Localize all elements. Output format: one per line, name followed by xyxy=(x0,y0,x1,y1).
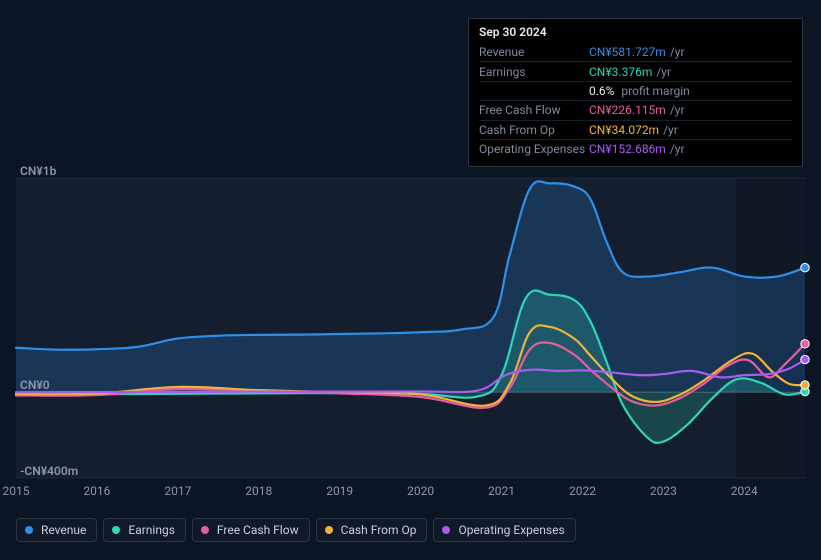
x-axis-label: 2024 xyxy=(731,484,758,498)
x-axis-label: 2016 xyxy=(83,484,110,498)
legend-revenue[interactable]: Revenue xyxy=(16,518,97,542)
x-axis-label: 2023 xyxy=(650,484,677,498)
legend-dot-icon xyxy=(201,526,209,534)
legend-dot-icon xyxy=(112,526,120,534)
chart-svg xyxy=(0,0,821,560)
y-axis-label: CN¥1b xyxy=(20,164,56,178)
legend-label: Cash From Op xyxy=(341,523,417,537)
legend-label: Operating Expenses xyxy=(458,523,564,537)
x-axis-label: 2022 xyxy=(569,484,596,498)
x-axis-label: 2015 xyxy=(3,484,30,498)
x-axis-label: 2019 xyxy=(326,484,353,498)
legend-label: Earnings xyxy=(128,523,175,537)
x-axis-label: 2018 xyxy=(245,484,272,498)
legend-opex[interactable]: Operating Expenses xyxy=(433,518,575,542)
legend-dot-icon xyxy=(442,526,450,534)
x-axis-label: 2020 xyxy=(407,484,434,498)
y-axis-label: CN¥0 xyxy=(20,378,50,392)
legend-cfo[interactable]: Cash From Op xyxy=(316,518,428,542)
legend: Revenue Earnings Free Cash Flow Cash From O… xyxy=(16,518,576,542)
legend-label: Revenue xyxy=(41,523,86,537)
legend-dot-icon xyxy=(325,526,333,534)
x-axis-label: 2021 xyxy=(488,484,515,498)
legend-fcf[interactable]: Free Cash Flow xyxy=(192,518,310,542)
chart-stage: Sep 30 2024 RevenueCN¥581.727m/yrEarning… xyxy=(0,0,821,560)
x-axis-labels: 2015 2016 2017 2018 2019 2020 2021 2022 2023 2024 xyxy=(0,484,821,504)
y-axis-label: -CN¥400m xyxy=(20,464,78,478)
x-axis-label: 2017 xyxy=(164,484,191,498)
legend-label: Free Cash Flow xyxy=(217,523,299,537)
legend-earnings[interactable]: Earnings xyxy=(103,518,186,542)
chart-wrap: CN¥1bCN¥0-CN¥400m 2015201620172018201920… xyxy=(0,0,821,560)
legend-dot-icon xyxy=(25,526,33,534)
